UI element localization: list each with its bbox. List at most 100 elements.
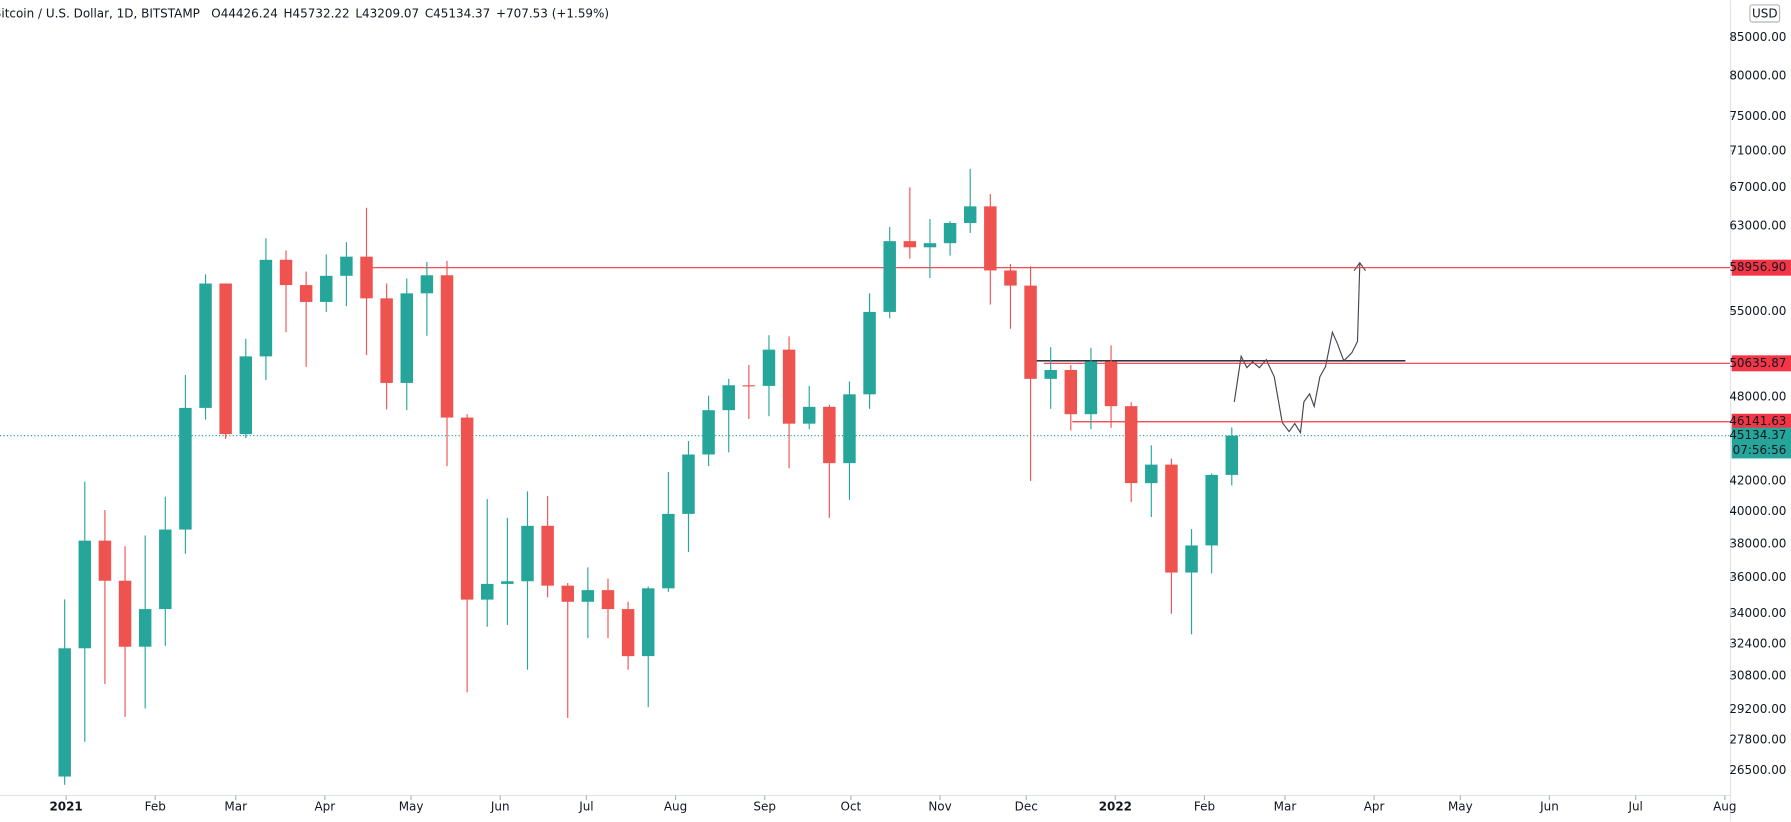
x-tick-label: Dec [1015,799,1038,813]
candle-body [340,256,353,276]
y-tick-label: 80000.00 [1729,68,1786,82]
x-tick-label: Sep [753,799,776,813]
axes [0,0,1732,822]
candle-body [440,275,454,418]
candle-body [843,394,856,464]
y-tick-label: 71000.00 [1729,143,1786,157]
candle-body [742,385,756,387]
y-tick-label: 27800.00 [1729,733,1786,747]
ohlc-key: O [211,7,220,21]
candle-body [58,648,71,777]
candle-body [501,581,514,584]
candle-body [1185,545,1198,573]
candle-body [943,223,957,244]
x-tick-label: 2021 [49,799,82,813]
candle-body [1024,285,1037,379]
level-label-box [1731,355,1791,372]
x-tick-label: Jun [490,799,510,813]
candle-body [521,525,534,582]
candle-body [903,241,917,248]
y-tick-label: 42000.00 [1729,473,1786,487]
candle-body [621,609,635,657]
candle-body [159,529,172,610]
y-tick-label: 63000.00 [1729,218,1786,232]
candle-body [179,407,192,530]
candle-body [601,590,615,610]
candle-body [984,206,997,271]
candle-body [1205,474,1218,546]
candle-body [863,311,876,395]
candle-body [963,206,977,224]
candle-body [78,540,92,649]
y-tick-label: 75000.00 [1729,109,1786,123]
x-tick-label: Apr [1364,799,1385,813]
x-tick-label: Mar [224,799,247,813]
ohlc-key: H [284,7,293,21]
x-tick-label: Jul [1627,799,1642,813]
candle-body [420,275,434,294]
change: +707.53 (+1.59%) [496,7,609,21]
candle-body [259,259,273,357]
candle-body [98,540,112,581]
level-label-box [1731,259,1791,276]
candle-body [400,293,414,383]
y-tick-label: 32400.00 [1729,636,1786,650]
candle-body [1145,464,1158,484]
level-label: 46141.63 [1729,414,1786,428]
x-tick-label: Apr [314,799,335,813]
candle-body [1104,361,1118,407]
x-tick-label: May [1448,799,1473,813]
plot-area [0,168,1731,785]
x-tick-label: Mar [1274,799,1297,813]
ohlc-value: 43209.07 [362,7,419,21]
y-tick-label: 55000.00 [1729,304,1786,318]
candle-body [541,525,554,586]
candle-body [641,588,655,657]
x-tick-label: Jul [578,799,593,813]
ohlc-value: 45732.22 [293,7,350,21]
countdown: 07:56:56 [1733,443,1787,457]
candle-body [1225,435,1239,475]
candle-body [1165,464,1178,573]
candle-body [581,590,595,602]
y-tick-label: 29200.00 [1729,702,1786,716]
ohlc-value: 45134.37 [433,7,490,21]
candle-body [802,406,816,424]
y-tick-label: 36000.00 [1729,570,1786,584]
candle-body [1044,370,1057,379]
x-tick-label: 2022 [1099,799,1132,813]
candle-body [823,406,836,464]
candle-body [682,454,695,514]
ohlc-key: C [425,7,433,21]
x-tick-label: Aug [1713,799,1736,813]
candle-body [1004,270,1017,286]
candle-body [923,243,937,248]
candle-body [299,285,313,302]
x-tick-label: May [399,799,424,813]
candle-body [1084,361,1098,415]
x-tick-label: Nov [928,799,951,813]
candle-body [722,385,735,411]
candle-body [320,275,333,302]
candle-body [360,256,373,299]
drawn-projection [1233,263,1361,435]
candle-body [460,417,474,600]
y-tick-label: 34000.00 [1729,606,1786,620]
y-tick-label: 67000.00 [1729,180,1786,194]
candle-body [561,585,574,602]
candle-body [199,283,212,408]
level-label-box [1731,413,1791,430]
candle-body [782,349,796,424]
y-tick-label: 85000.00 [1729,30,1786,44]
candle-body [883,241,896,312]
candle-body [219,283,232,435]
x-tick-label: Oct [841,799,862,813]
x-tick-label: Feb [1194,799,1215,813]
labels: 26500.00 27800.00 29200.00 30800.00 32400.00… [49,30,1791,813]
currency-label: USD [1752,7,1778,21]
y-tick-label: 48000.00 [1729,389,1786,403]
candle-body [118,580,132,647]
candle-body [1124,406,1138,484]
